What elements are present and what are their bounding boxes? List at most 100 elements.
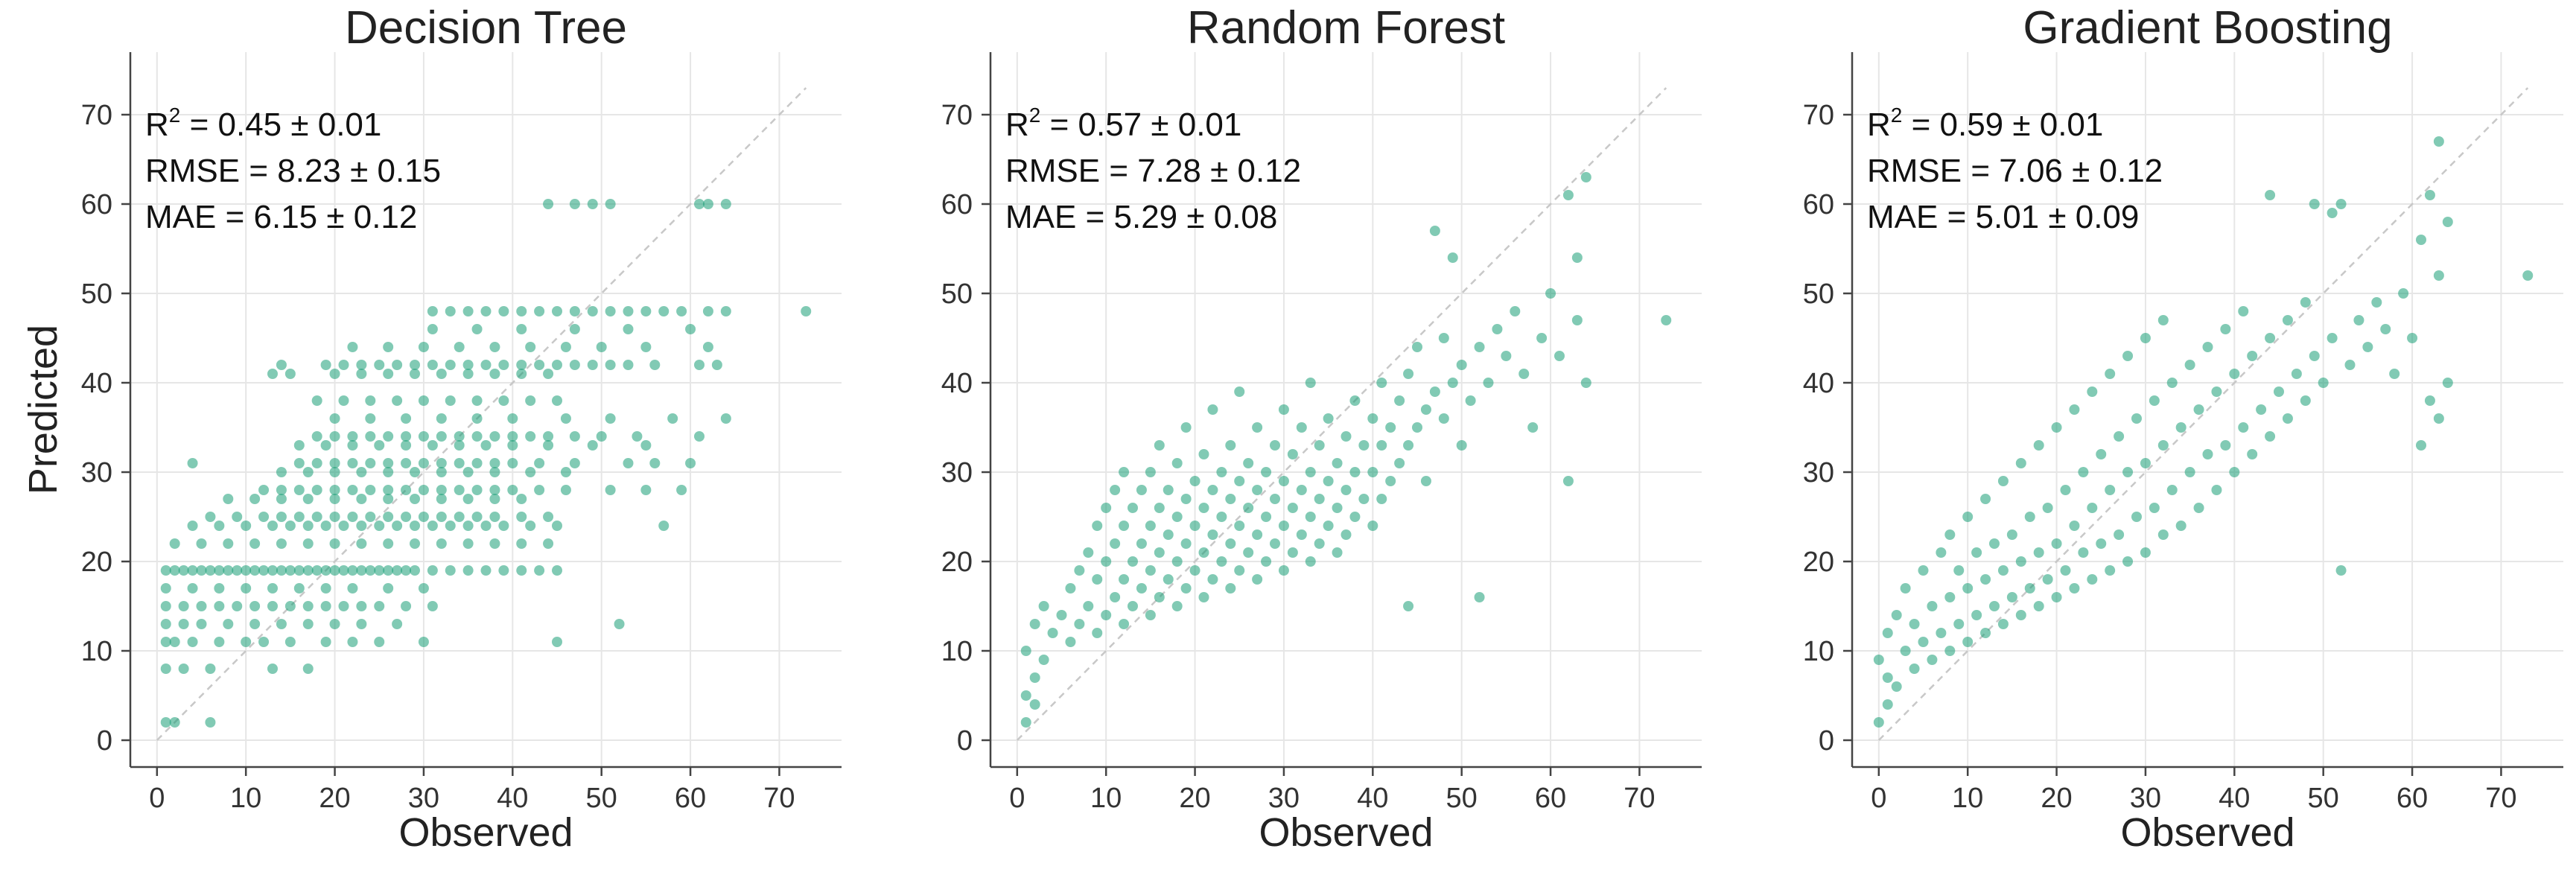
data-point bbox=[356, 467, 367, 477]
data-point bbox=[454, 440, 465, 451]
data-point bbox=[374, 360, 385, 370]
x-tick-label: 0 bbox=[149, 783, 165, 814]
y-tick-label: 60 bbox=[941, 189, 973, 220]
data-point bbox=[2060, 565, 2071, 576]
data-point bbox=[516, 494, 527, 504]
data-point bbox=[410, 369, 420, 379]
data-point bbox=[1571, 315, 1583, 325]
data-point bbox=[1429, 386, 1440, 397]
data-point bbox=[187, 521, 198, 531]
data-point bbox=[276, 467, 287, 477]
data-point bbox=[311, 512, 322, 522]
data-point bbox=[410, 538, 420, 549]
data-point bbox=[196, 601, 207, 611]
data-point bbox=[2024, 512, 2035, 522]
data-point bbox=[1447, 378, 1458, 388]
data-point bbox=[1020, 717, 1031, 728]
data-point bbox=[480, 360, 492, 370]
y-tick-label: 30 bbox=[81, 457, 112, 489]
data-point bbox=[498, 360, 509, 370]
data-point bbox=[329, 538, 340, 549]
data-point bbox=[507, 458, 518, 468]
data-point bbox=[241, 637, 252, 647]
data-point bbox=[658, 521, 670, 531]
data-point bbox=[694, 360, 705, 370]
stat-value: = 0.57 ± 0.01 bbox=[1040, 106, 1241, 143]
data-point bbox=[2069, 583, 2080, 594]
data-point bbox=[1385, 476, 1396, 486]
data-point bbox=[383, 467, 394, 477]
data-point bbox=[1962, 583, 1974, 594]
data-point bbox=[1403, 601, 1414, 611]
data-point bbox=[1261, 512, 1272, 522]
data-point bbox=[552, 306, 562, 316]
data-point bbox=[569, 431, 580, 442]
data-point bbox=[401, 601, 412, 611]
data-point bbox=[605, 199, 616, 209]
data-point bbox=[205, 512, 216, 522]
data-point bbox=[427, 601, 438, 611]
data-point bbox=[614, 619, 625, 629]
data-point bbox=[2407, 333, 2418, 343]
data-point bbox=[383, 538, 394, 549]
data-point bbox=[302, 521, 314, 531]
data-point bbox=[2114, 529, 2125, 540]
data-point bbox=[311, 485, 322, 495]
data-point bbox=[436, 369, 447, 379]
data-point bbox=[178, 565, 189, 576]
data-point bbox=[694, 431, 705, 442]
data-point bbox=[2344, 360, 2356, 370]
data-point bbox=[365, 565, 376, 576]
data-point bbox=[160, 717, 171, 728]
y-tick-label: 10 bbox=[1803, 636, 1834, 667]
stat-symbol: R bbox=[1867, 106, 1891, 143]
data-point bbox=[160, 565, 171, 576]
data-point bbox=[1358, 440, 1370, 451]
data-point bbox=[1171, 601, 1183, 611]
data-point bbox=[241, 583, 252, 594]
x-tick-label: 20 bbox=[319, 783, 350, 814]
data-point bbox=[2265, 190, 2276, 200]
data-point bbox=[1891, 610, 1902, 620]
data-point bbox=[702, 306, 713, 316]
data-point bbox=[1296, 422, 1307, 433]
data-point bbox=[320, 521, 331, 531]
data-point bbox=[2442, 378, 2453, 388]
data-point bbox=[338, 565, 349, 576]
y-tick-label: 60 bbox=[81, 189, 112, 220]
data-point bbox=[454, 512, 465, 522]
data-point bbox=[1145, 467, 1156, 477]
data-point bbox=[1403, 369, 1414, 379]
data-point bbox=[1216, 556, 1227, 567]
data-point bbox=[1225, 538, 1236, 549]
data-point bbox=[605, 306, 616, 316]
data-point bbox=[516, 369, 527, 379]
data-point bbox=[1243, 503, 1254, 513]
data-point bbox=[1936, 628, 1947, 638]
data-point bbox=[1367, 467, 1378, 477]
data-point bbox=[445, 306, 456, 316]
data-point bbox=[311, 458, 322, 468]
data-point bbox=[276, 565, 287, 576]
data-point bbox=[1900, 583, 1911, 594]
data-point bbox=[534, 565, 545, 576]
data-point bbox=[427, 440, 438, 451]
data-point bbox=[2193, 503, 2204, 513]
data-point bbox=[1296, 529, 1307, 540]
data-point bbox=[1944, 592, 1956, 602]
y-tick-label: 50 bbox=[81, 279, 112, 310]
data-point bbox=[1029, 699, 1040, 710]
data-point bbox=[436, 494, 447, 504]
data-point bbox=[560, 485, 571, 495]
y-tick-label: 10 bbox=[81, 636, 112, 667]
data-point bbox=[1128, 556, 1138, 567]
y-tick-label: 70 bbox=[941, 100, 973, 131]
data-point bbox=[2202, 449, 2213, 459]
y-axis-label: Predicted bbox=[21, 325, 66, 494]
data-point bbox=[284, 601, 296, 611]
x-tick-label: 0 bbox=[1009, 783, 1025, 814]
data-point bbox=[320, 565, 331, 576]
data-point bbox=[543, 512, 554, 522]
data-point bbox=[223, 619, 234, 629]
data-point bbox=[2362, 342, 2373, 352]
